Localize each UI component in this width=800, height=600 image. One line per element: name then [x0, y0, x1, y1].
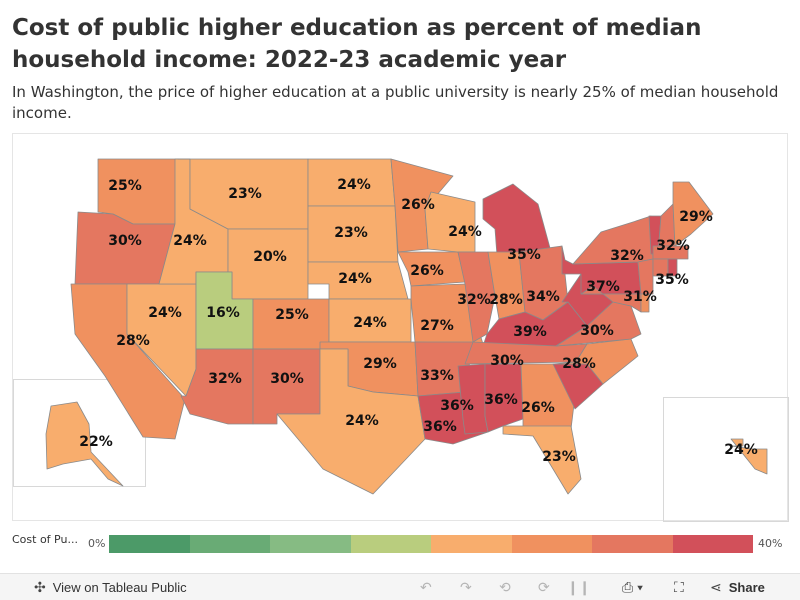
tableau-toolbar: ✣ View on Tableau Public ↶ ↷ ⟲ ⟳ ❙❙ ⎙ ▾ … — [0, 573, 800, 600]
hawaii-inset — [663, 397, 789, 522]
refresh-icon[interactable]: ⟳ — [538, 579, 550, 595]
state-label-wy: 20% — [253, 249, 287, 265]
state-label-ia: 26% — [410, 263, 444, 279]
state-label-ky: 39% — [513, 324, 547, 340]
page-subtitle: In Washington, the price of higher educa… — [12, 83, 779, 122]
state-hi[interactable] — [730, 438, 768, 475]
view-on-tableau-label: View on Tableau Public — [52, 580, 187, 595]
revert-icon[interactable]: ⟲ — [499, 579, 511, 595]
legend-swatch-4[interactable] — [350, 535, 431, 553]
fullscreen-icon[interactable]: ⛶ — [674, 579, 684, 595]
state-label-nh: 32% — [656, 238, 690, 254]
pause-icon[interactable]: ❙❙ — [567, 579, 591, 595]
state-label-ne: 24% — [338, 271, 372, 287]
state-ri[interactable] — [667, 258, 678, 277]
state-label-pa: 37% — [586, 279, 620, 295]
state-label-me: 29% — [679, 209, 713, 225]
legend: Cost of Pu... 0% 40% — [12, 530, 788, 560]
state-label-nm: 30% — [270, 371, 304, 387]
legend-swatch-7[interactable] — [592, 535, 673, 553]
state-nj[interactable] — [637, 258, 654, 295]
state-label-ca: 28% — [116, 333, 150, 349]
state-label-tn: 30% — [490, 353, 524, 369]
state-label-ms: 36% — [440, 398, 474, 414]
state-label-id: 24% — [173, 233, 207, 249]
legend-max-label: 40% — [758, 537, 783, 550]
state-label-in: 28% — [489, 292, 523, 308]
state-label-ny: 32% — [610, 248, 644, 264]
legend-min-label: 0% — [88, 537, 106, 550]
state-label-az: 32% — [208, 371, 242, 387]
legend-swatch-2[interactable] — [189, 535, 270, 553]
state-label-mo: 27% — [420, 318, 454, 334]
redo-icon[interactable]: ↷ — [460, 579, 472, 595]
state-label-co: 25% — [275, 307, 309, 323]
share-label: Share — [728, 580, 765, 595]
download-icon[interactable]: ⎙ ▾ — [622, 579, 643, 595]
state-label-tx: 24% — [345, 413, 379, 429]
legend-color-scale[interactable] — [109, 535, 753, 553]
state-de[interactable] — [640, 293, 650, 313]
state-label-wa: 25% — [108, 178, 142, 194]
state-ma[interactable] — [652, 245, 689, 260]
state-label-mi: 35% — [507, 247, 541, 263]
state-label-oh: 34% — [526, 289, 560, 305]
legend-swatch-5[interactable] — [431, 535, 512, 553]
state-label-ar: 33% — [420, 368, 454, 384]
tableau-logo-icon: ✣ — [34, 579, 46, 595]
legend-title: Cost of Pu... — [12, 533, 78, 546]
state-label-la: 36% — [423, 419, 457, 435]
state-label-va: 30% — [580, 323, 614, 339]
state-label-sd: 23% — [334, 225, 368, 241]
state-label-fl: 23% — [542, 449, 576, 465]
share-button[interactable]: ⋖ Share — [710, 579, 765, 596]
state-label-nd: 24% — [337, 177, 371, 193]
state-label-al: 36% — [484, 392, 518, 408]
state-label-ut: 16% — [206, 305, 240, 321]
view-on-tableau-button[interactable]: ✣ View on Tableau Public — [34, 579, 187, 596]
state-label-ok: 29% — [363, 356, 397, 372]
legend-swatch-1[interactable] — [109, 535, 190, 553]
state-label-ri: 35% — [655, 272, 689, 288]
state-label-nv: 24% — [148, 305, 182, 321]
state-label-ks: 24% — [353, 315, 387, 331]
state-label-hi: 24% — [724, 442, 758, 458]
page-title: Cost of public higher education as perce… — [12, 15, 702, 73]
us-choropleth-map[interactable]: 25% 30% 28% 24% 24% 23% 20% 16% 25% 32% 30% 24% 23% 2… — [13, 134, 789, 522]
state-tx[interactable] — [276, 348, 426, 495]
state-label-il: 32% — [457, 292, 491, 308]
state-fl[interactable] — [502, 425, 582, 495]
share-icon: ⋖ — [710, 579, 722, 595]
legend-swatch-6[interactable] — [511, 535, 592, 553]
state-label-wi: 24% — [448, 224, 482, 240]
map-frame: 25% 30% 28% 24% 24% 23% 20% 16% 25% 32% 30% 24% 23% 2… — [12, 133, 789, 522]
state-label-mn: 26% — [401, 197, 435, 213]
state-label-ak: 22% — [79, 434, 113, 450]
state-label-nc: 28% — [562, 356, 596, 372]
state-label-nj: 31% — [623, 289, 657, 305]
state-ia[interactable] — [397, 251, 466, 287]
undo-icon[interactable]: ↶ — [420, 579, 432, 595]
legend-swatch-8[interactable] — [672, 535, 753, 553]
state-ak[interactable] — [45, 401, 124, 487]
state-label-or: 30% — [108, 233, 142, 249]
legend-swatch-3[interactable] — [270, 535, 351, 553]
state-nc[interactable] — [552, 338, 639, 385]
state-label-mt: 23% — [228, 186, 262, 202]
state-label-ga: 26% — [521, 400, 555, 416]
